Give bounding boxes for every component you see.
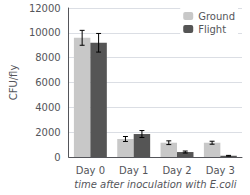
svg-text:8000: 8000 — [35, 52, 60, 63]
svg-text:6000: 6000 — [35, 77, 60, 88]
svg-text:time after inoculation with E.: time after inoculation with E.coli — [74, 179, 236, 190]
svg-text:Ground: Ground — [198, 11, 235, 22]
svg-text:Day 3: Day 3 — [206, 165, 235, 176]
svg-text:Day 2: Day 2 — [162, 165, 191, 176]
svg-text:0: 0 — [54, 152, 60, 163]
svg-text:12000: 12000 — [29, 3, 61, 14]
svg-text:Day 1: Day 1 — [119, 165, 148, 176]
svg-text:2000: 2000 — [35, 127, 60, 138]
svg-text:4000: 4000 — [35, 102, 60, 113]
svg-text:Day 0: Day 0 — [76, 165, 105, 176]
svg-text:CFU/fly: CFU/fly — [8, 65, 19, 101]
svg-text:10000: 10000 — [29, 27, 61, 38]
svg-text:Flight: Flight — [198, 24, 226, 35]
